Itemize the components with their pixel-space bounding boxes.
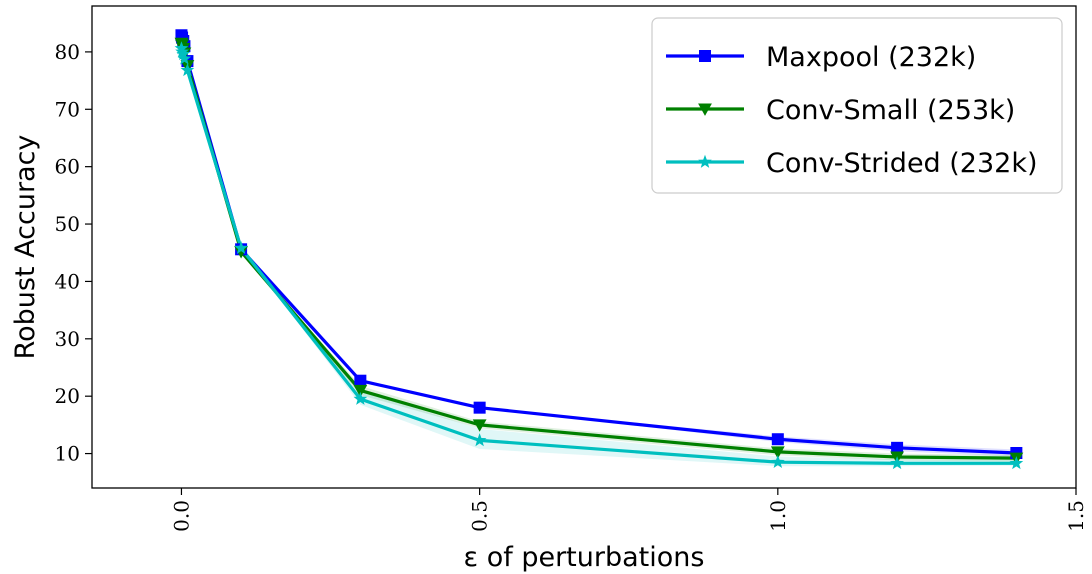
point-series-3 <box>180 63 195 77</box>
x-axis-ticks: 0.0 0.5 1.0 1.5 <box>169 488 1088 532</box>
legend-label: Conv-Small (253k) <box>766 95 1015 126</box>
point-series-3 <box>472 433 487 447</box>
point-series-3 <box>177 51 192 65</box>
legend-marker <box>698 103 712 116</box>
x-tick-label: 1.0 <box>766 500 790 532</box>
y-tick-label: 60 <box>55 155 80 179</box>
point-series-3 <box>1009 456 1024 470</box>
legend-marker <box>698 154 712 168</box>
x-axis-label: ε of perturbations <box>464 542 705 573</box>
x-tick-label: 1.5 <box>1064 500 1088 532</box>
point-series-3 <box>353 391 368 405</box>
y-axis-ticks: 10 20 30 40 50 60 70 80 <box>55 40 92 466</box>
point-series-1 <box>473 401 486 414</box>
plot-area-frame <box>91 5 1077 489</box>
y-tick-label: 80 <box>55 40 80 64</box>
legend: Maxpool (232k) Conv-Small (253k) Conv-Stri… <box>651 17 1063 194</box>
point-series-2 <box>234 246 248 259</box>
point-series-1 <box>891 441 904 454</box>
x-tick-label: 0.0 <box>169 500 193 532</box>
point-series-3 <box>234 240 248 254</box>
point-series-2 <box>770 446 785 459</box>
legend-label: Maxpool (232k) <box>766 42 976 73</box>
y-axis-label: Robust Accuracy <box>10 135 41 360</box>
y-tick-label: 40 <box>55 269 80 293</box>
point-series-3 <box>176 47 191 61</box>
legend-label: Conv-Strided (232k) <box>766 148 1038 179</box>
legend-marker <box>699 50 711 62</box>
point-series-3 <box>890 456 904 470</box>
legend-box <box>651 17 1063 194</box>
y-tick-label: 50 <box>55 212 80 236</box>
y-tick-label: 10 <box>55 442 80 466</box>
series-markers <box>174 29 1024 470</box>
point-series-1 <box>354 374 367 387</box>
point-series-3 <box>770 454 785 468</box>
point-series-2 <box>353 384 368 398</box>
x-tick-label: 0.5 <box>468 500 492 532</box>
y-tick-label: 20 <box>55 384 80 408</box>
y-tick-label: 70 <box>55 97 80 121</box>
point-series-2 <box>472 419 487 432</box>
point-series-1 <box>771 433 784 446</box>
y-tick-label: 30 <box>55 327 80 351</box>
